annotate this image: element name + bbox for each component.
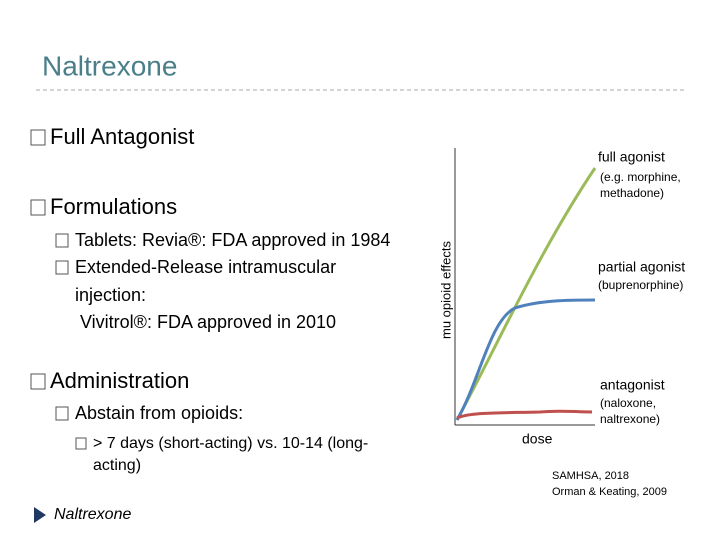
curve-example: methadone) [600, 186, 664, 200]
sub-bullet: Tablets: Revia®: FDA approved in 1984 [75, 230, 390, 250]
bullet: Formulations [50, 194, 177, 219]
curve-label: antagonist [600, 377, 665, 393]
sub-bullet: Extended-Release intramuscular [75, 257, 336, 277]
source: SAMHSA, 2018 [552, 470, 629, 482]
sub-sub-bullet: > 7 days (short-acting) vs. 10-14 (long- [93, 435, 368, 452]
sub-bullet: Vivitrol®: FDA approved in 2010 [80, 312, 336, 332]
link-arrow [34, 507, 46, 523]
bullet: Administration [50, 368, 189, 393]
curve-example: (naloxone, [600, 396, 656, 410]
curve-label: partial agonist [598, 259, 685, 275]
footer-link[interactable]: Naltrexone [54, 506, 131, 523]
sub-bullet: Abstain from opioids: [75, 403, 243, 423]
source: Orman & Keating, 2009 [552, 486, 667, 498]
curve-example: (e.g. morphine, [600, 170, 681, 184]
bullet-boxes [30, 129, 87, 450]
curve-label: full agonist [598, 149, 665, 165]
sub-sub-bullet: acting) [93, 457, 141, 474]
partial-agonist-curve [455, 298, 596, 421]
antagonist-curve [456, 409, 593, 420]
curve-example: (buprenorphine) [598, 278, 683, 292]
x-axis-label: dose [522, 431, 553, 447]
full-agonist-curve [455, 167, 597, 421]
bullet: Full Antagonist [50, 124, 194, 149]
curve-example: naltrexone) [600, 412, 660, 426]
dose-response-figure: mu opioid effects dose full agonist (e.g… [438, 148, 685, 498]
slide-title: Naltrexone [42, 50, 177, 81]
sub-bullet: injection: [75, 285, 146, 305]
y-axis-label: mu opioid effects [438, 240, 453, 339]
